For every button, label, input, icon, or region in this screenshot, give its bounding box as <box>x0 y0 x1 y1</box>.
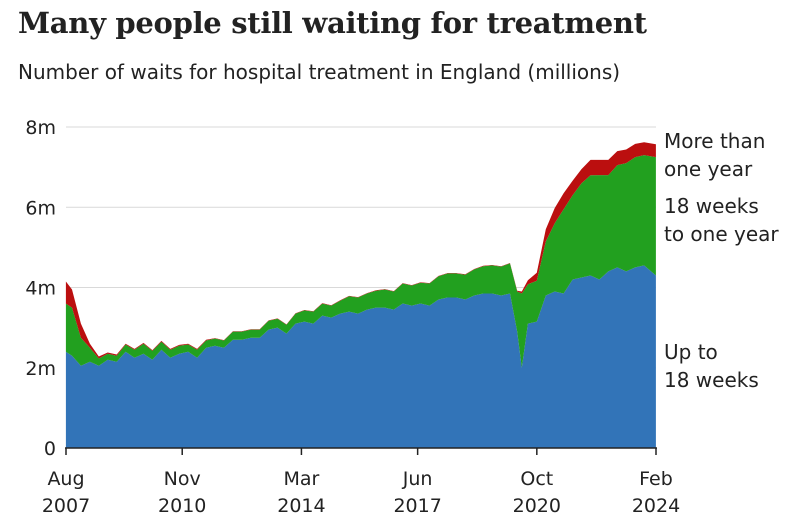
x-tick-label: 2017 <box>393 495 441 517</box>
x-tick-label: 2007 <box>42 495 90 517</box>
chart-title: Many people still waiting for treatment <box>18 6 647 40</box>
series-label: 18 weeks <box>664 194 759 218</box>
area-more-than-one-year <box>65 142 656 359</box>
series-label: More than <box>664 129 765 153</box>
series-label: 18 weeks <box>664 368 759 392</box>
area-18-weeks-to-one-year <box>65 155 656 368</box>
x-tick-label: Oct <box>520 468 553 490</box>
x-tick-label: Nov <box>164 468 201 490</box>
x-tick-label: 2010 <box>158 495 206 517</box>
x-axis <box>65 447 657 455</box>
y-tick-label: 4m <box>25 278 56 300</box>
x-tick-label: 2014 <box>277 495 325 517</box>
y-tick-label: 6m <box>25 197 56 219</box>
series-label: to one year <box>664 222 779 246</box>
x-tick-label: 2020 <box>513 495 561 517</box>
x-tick-label: Jun <box>402 468 433 490</box>
x-tick-label: Feb <box>639 468 673 490</box>
area-up-to-18-weeks <box>65 265 656 448</box>
y-tick-label: 8m <box>25 117 56 139</box>
y-tick-label: 2m <box>25 358 56 380</box>
y-axis-tick-labels: 0 2m 4m 6m 8m <box>25 117 56 460</box>
x-tick-label: Aug <box>47 468 84 490</box>
area-series <box>65 142 656 448</box>
x-axis-tick-labels: Aug 2007 Nov 2010 Mar 2014 Jun 2017 Oct 2020 Feb 20… <box>42 468 680 517</box>
series-labels: Up to 18 weeks 18 weeks to one year More tha… <box>664 129 779 392</box>
chart-subtitle: Number of waits for hospital treatment i… <box>18 60 621 84</box>
x-tick-label: Mar <box>283 468 319 490</box>
y-tick-label: 0 <box>44 438 56 460</box>
x-tick-label: 2024 <box>632 495 680 517</box>
series-label: one year <box>664 157 753 181</box>
series-label: Up to <box>664 340 718 364</box>
